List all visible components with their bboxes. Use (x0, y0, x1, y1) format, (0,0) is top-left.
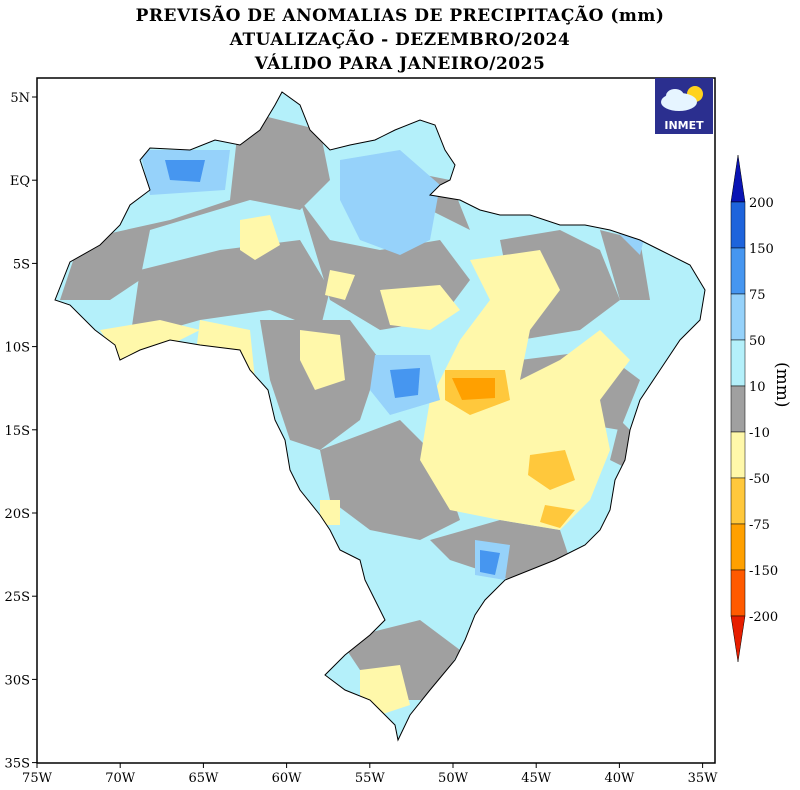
colorbar-label: 50 (749, 334, 766, 349)
colorbar-label: 200 (749, 196, 774, 211)
colorbar-label: -200 (749, 610, 778, 625)
lat-tick-label: 5S (13, 257, 30, 272)
title-line3: VÁLIDO PARA JANEIRO/2025 (254, 54, 546, 74)
colorbar-label: -150 (749, 564, 778, 579)
colorbar-segment (730, 247, 746, 295)
lon-tick-label: 75W (22, 771, 53, 786)
legend-unit: (mm) (772, 362, 792, 408)
cloud-sun-icon (661, 86, 703, 111)
lat-tick-label: EQ (10, 174, 30, 189)
colorbar-label: -10 (749, 426, 770, 441)
title-line1: PREVISÃO DE ANOMALIAS DE PRECIPITAÇÃO (m… (135, 6, 665, 26)
inmet-logo: INMET (655, 78, 713, 134)
colorbar-segment (730, 569, 746, 617)
lon-tick-label: 55W (355, 771, 386, 786)
lat-tick-label: 15S (5, 424, 30, 439)
lat-tick-label: 30S (5, 673, 30, 688)
lat-axis: 5N EQ 5S 10S 15S 20S 25S 30S 35S (5, 91, 37, 772)
logo-text: INMET (664, 119, 704, 132)
lon-tick-label: 65W (188, 771, 219, 786)
lon-tick-label: 60W (272, 771, 303, 786)
colorbar: 200 150 75 50 10 -10 -50 -75 -150 -200 (730, 154, 778, 663)
colorbar-label: 75 (749, 288, 766, 303)
colorbar-segment (730, 523, 746, 571)
lon-tick-label: 45W (521, 771, 552, 786)
colorbar-segment (730, 339, 746, 387)
colorbar-label: -50 (749, 472, 770, 487)
colorbar-label: 150 (749, 242, 774, 257)
lon-tick-label: 40W (604, 771, 635, 786)
colorbar-segment (730, 477, 746, 525)
lon-tick-label: 50W (438, 771, 469, 786)
lat-tick-label: 35S (5, 757, 30, 772)
colorbar-label: 10 (749, 380, 766, 395)
colorbar-segment (730, 201, 746, 249)
lon-tick-label: 35W (688, 771, 719, 786)
colorbar-segment (730, 431, 746, 479)
colorbar-segment (730, 385, 746, 433)
colorbar-top-arrow (730, 154, 746, 203)
lat-tick-label: 10S (5, 341, 30, 356)
lon-axis: 75W 70W 65W 60W 55W 50W 45W 40W 35W (22, 763, 718, 786)
colorbar-label: -75 (749, 518, 770, 533)
lat-tick-label: 20S (5, 507, 30, 522)
lon-tick-label: 70W (105, 771, 136, 786)
title-line2: ATUALIZAÇÃO - DEZEMBRO/2024 (229, 30, 571, 50)
colorbar-bottom-arrow (730, 615, 746, 663)
lat-tick-label: 5N (10, 91, 30, 106)
colorbar-segment (730, 293, 746, 341)
lat-tick-label: 25S (5, 590, 30, 605)
